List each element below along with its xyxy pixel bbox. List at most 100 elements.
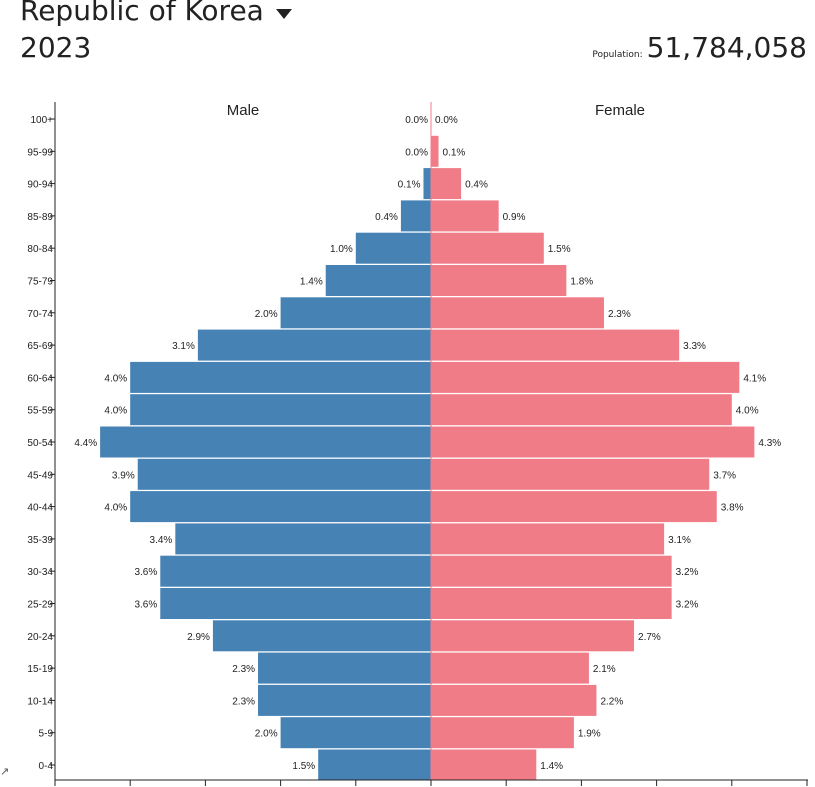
age-group-label: 70-74	[27, 309, 53, 320]
population-label: Population:	[592, 50, 643, 60]
female-value-label: 1.5%	[548, 244, 571, 255]
age-group-label: 30-34	[27, 567, 53, 578]
female-value-label: 0.9%	[503, 212, 526, 223]
female-value-label: 3.1%	[668, 535, 691, 546]
female-value-label: 0.4%	[465, 180, 488, 191]
male-value-label: 4.4%	[74, 438, 97, 449]
female-value-label: 2.7%	[638, 632, 661, 643]
male-bar	[212, 620, 431, 652]
female-value-label: 4.0%	[736, 406, 759, 417]
female-value-label: 2.3%	[608, 309, 631, 320]
country-name: Republic of Korea	[20, 0, 264, 27]
female-bar	[431, 684, 597, 716]
male-bar	[280, 297, 431, 329]
male-value-label: 0.0%	[405, 115, 428, 126]
age-group-label: 95-99	[27, 147, 53, 158]
female-bar	[431, 329, 680, 361]
age-group-label: 45-49	[27, 470, 53, 481]
female-bar	[431, 200, 499, 232]
male-value-label: 0.1%	[398, 180, 421, 191]
female-bar	[431, 491, 717, 523]
male-value-label: 3.9%	[112, 470, 135, 481]
male-value-label: 1.0%	[330, 244, 353, 255]
male-bar	[130, 491, 431, 523]
female-value-label: 2.2%	[600, 696, 623, 707]
age-group-label: 20-24	[27, 632, 53, 643]
age-group-label: 60-64	[27, 373, 53, 384]
age-group-label: 90-94	[27, 180, 53, 191]
male-value-label: 0.0%	[405, 147, 428, 158]
female-bar	[431, 749, 537, 781]
age-group-label: 85-89	[27, 212, 53, 223]
female-bar	[431, 588, 672, 619]
female-value-label: 4.3%	[758, 438, 781, 449]
male-bar	[400, 200, 431, 232]
male-value-label: 4.0%	[104, 373, 127, 384]
age-group-label: 5-9	[39, 729, 54, 740]
female-value-label: 0.0%	[435, 115, 458, 126]
female-bar	[431, 458, 710, 490]
country-selector[interactable]: Republic of Korea	[20, 0, 292, 27]
female-value-label: 3.2%	[676, 567, 699, 578]
female-bar	[431, 394, 732, 426]
male-bar	[423, 168, 431, 200]
male-bar	[130, 361, 431, 393]
female-value-label: 3.2%	[676, 600, 699, 611]
age-group-label: 80-84	[27, 244, 53, 255]
male-value-label: 3.4%	[150, 535, 173, 546]
male-value-label: 0.4%	[375, 212, 398, 223]
female-bar	[431, 717, 574, 749]
male-bar	[325, 265, 431, 296]
resize-corner-icon[interactable]: ↗	[0, 765, 10, 778]
male-bar	[318, 749, 431, 781]
female-bar	[431, 652, 589, 684]
male-value-label: 2.0%	[255, 309, 278, 320]
age-group-label: 10-14	[27, 696, 53, 707]
male-value-label: 4.0%	[104, 503, 127, 514]
male-bar	[137, 458, 431, 490]
age-group-label: 40-44	[27, 503, 53, 514]
male-value-label: 2.9%	[187, 632, 210, 643]
female-bar	[431, 135, 439, 167]
female-value-label: 4.1%	[743, 373, 766, 384]
male-bar	[355, 232, 431, 264]
female-bar	[431, 426, 755, 458]
male-bar	[258, 652, 431, 684]
female-value-label: 3.3%	[683, 341, 706, 352]
age-group-label: 75-79	[27, 277, 53, 288]
age-group-label: 0-4	[39, 761, 54, 772]
female-value-label: 3.8%	[721, 503, 744, 514]
age-group-label: 55-59	[27, 406, 53, 417]
male-value-label: 2.0%	[255, 729, 278, 740]
male-bar	[160, 588, 431, 619]
female-value-label: 3.7%	[713, 470, 736, 481]
female-bar	[431, 265, 567, 296]
female-value-label: 1.9%	[578, 729, 601, 740]
male-value-label: 3.6%	[134, 567, 157, 578]
male-value-label: 1.4%	[300, 277, 323, 288]
male-value-label: 2.3%	[232, 696, 255, 707]
male-bar	[280, 717, 431, 749]
male-bar	[160, 555, 431, 587]
age-group-label: 25-29	[27, 600, 53, 611]
population-value: 51,784,058	[646, 31, 807, 64]
series-heading-male: Male	[227, 102, 260, 119]
age-group-label: 50-54	[27, 438, 53, 449]
male-bar	[197, 329, 431, 361]
female-bar	[431, 297, 604, 329]
male-value-label: 3.1%	[172, 341, 195, 352]
female-bar	[431, 620, 635, 652]
female-bar	[431, 523, 665, 555]
female-bar	[431, 555, 672, 587]
male-bar	[100, 426, 432, 458]
population-display: Population: 51,784,058	[592, 31, 807, 64]
age-group-label: 15-19	[27, 664, 53, 675]
male-value-label: 1.5%	[292, 761, 315, 772]
female-value-label: 1.8%	[570, 277, 593, 288]
female-bar	[431, 232, 544, 264]
age-group-label: 100+	[30, 115, 53, 126]
age-group-label: 35-39	[27, 535, 53, 546]
female-bar	[431, 361, 740, 393]
female-bar	[431, 168, 462, 200]
